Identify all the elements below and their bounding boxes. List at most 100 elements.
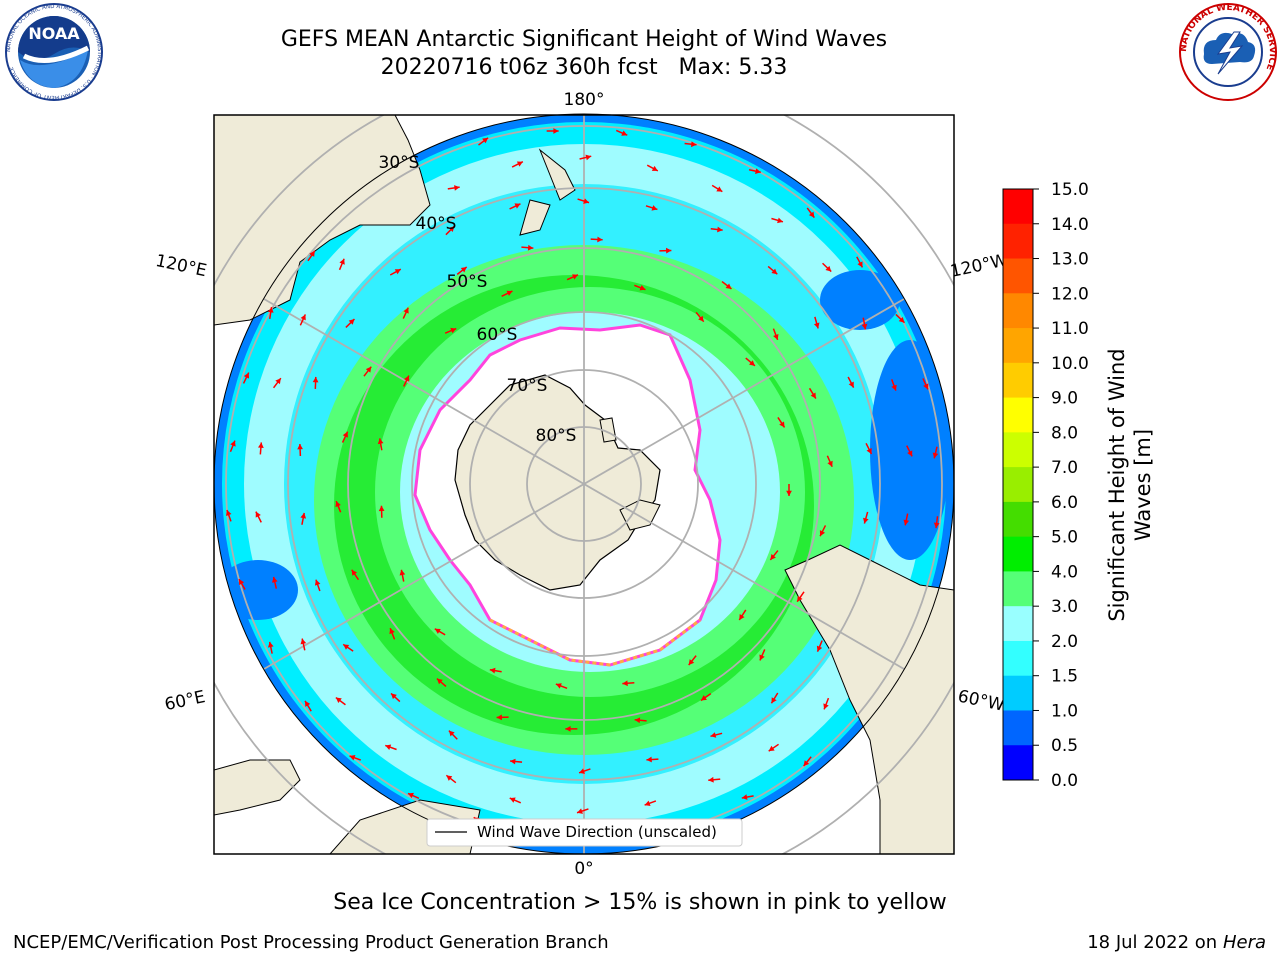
- legend-label: Wind Wave Direction (unscaled): [477, 823, 717, 841]
- noaa-logo-icon: NOAA NATIONAL OCEANIC AND ATMOSPHERIC AD…: [5, 3, 103, 101]
- wind-wave-arrow: [922, 378, 929, 390]
- wind-wave-arrow: [238, 578, 246, 590]
- colorbar-segment: [1003, 536, 1033, 572]
- wind-wave-arrow: [634, 284, 646, 291]
- colorbar-tick-label: 5.0: [1051, 528, 1078, 548]
- ice-edge-yellow: [489, 618, 701, 667]
- wind-wave-arrow: [436, 678, 447, 687]
- colorbar-segment: [1003, 293, 1033, 329]
- wind-wave-arrow: [389, 627, 396, 640]
- wind-wave-arrow: [307, 250, 316, 262]
- lat-label-80s: 80°S: [536, 426, 577, 446]
- wind-wave-arrow: [445, 225, 455, 236]
- colorbar-segment: [1003, 223, 1033, 260]
- wind-wave-arrow: [578, 768, 591, 774]
- wind-wave-arrow: [304, 700, 312, 712]
- wind-wave-arrow: [813, 316, 820, 329]
- wind-wave-arrow: [711, 184, 723, 193]
- chart-title: GEFS MEAN Antarctic Significant Height o…: [280, 27, 888, 52]
- lon-label-120w: 120°W: [949, 250, 1010, 282]
- wind-wave-arrow: [808, 387, 817, 399]
- wind-wave-arrow: [389, 268, 402, 276]
- colorbar-tick-label: 12.0: [1051, 284, 1089, 304]
- wind-wave-arrow: [378, 505, 385, 518]
- wind-wave-arrow: [444, 327, 457, 334]
- colorbar-tick-label: 1.0: [1051, 701, 1078, 721]
- wind-wave-arrow: [823, 697, 830, 710]
- colorbar-tick-label: 2.0: [1051, 632, 1078, 652]
- wind-wave-arrow: [771, 217, 784, 224]
- wind-wave-arrow: [489, 667, 502, 674]
- lat-label-70s: 70°S: [507, 376, 548, 396]
- wind-wave-arrow: [255, 511, 262, 523]
- wind-wave-arrow: [312, 376, 319, 389]
- wind-wave-arrow: [684, 141, 697, 148]
- colorbar-tick-label: 13.0: [1051, 250, 1089, 270]
- wind-wave-arrow: [863, 511, 869, 524]
- wind-wave-arrow: [229, 440, 236, 453]
- wind-wave-arrow: [271, 576, 278, 589]
- wind-wave-arrow: [399, 569, 406, 582]
- footer-branch: NCEP/EMC/Verification Post Processing Pr…: [13, 932, 609, 953]
- colorbar-segment: [1003, 467, 1033, 503]
- wind-wave-arrow: [390, 692, 401, 703]
- wind-wave-arrow: [579, 154, 592, 161]
- wind-wave-arrow: [565, 726, 578, 732]
- wind-wave-arrow: [646, 164, 659, 172]
- wind-wave-arrow: [688, 655, 697, 666]
- wind-wave-arrow: [576, 808, 589, 814]
- wind-wave-arrow: [226, 509, 232, 522]
- wind-wave-arrow: [816, 640, 823, 652]
- wind-wave-arrow: [335, 696, 346, 706]
- colorbar-segment: [1003, 189, 1033, 225]
- colorbar-segment: [1003, 258, 1033, 294]
- wind-wave-arrow: [645, 205, 658, 211]
- nws-logo-icon: NATIONAL WEATHER SERVICE: [1179, 3, 1277, 101]
- sea-ice-note: Sea Ice Concentration > 15% is shown in …: [333, 890, 947, 915]
- lat-label-50s: 50°S: [447, 272, 488, 292]
- wind-wave-arrow: [738, 609, 747, 621]
- wind-wave-arrow: [768, 743, 780, 752]
- wind-wave-arrow: [300, 512, 307, 525]
- colorbar-segment: [1003, 571, 1033, 607]
- wind-wave-arrow: [770, 692, 779, 704]
- wind-wave-arrow: [634, 717, 647, 724]
- wind-wave-arrow: [445, 774, 457, 784]
- lat-label-40s: 40°S: [416, 214, 457, 234]
- wind-wave-arrow: [822, 262, 832, 273]
- colorbar-tick-label: 8.0: [1051, 423, 1078, 443]
- wind-wave-arrow: [509, 203, 521, 210]
- colorbar-segment: [1003, 362, 1033, 399]
- wind-wave-arrow: [496, 714, 509, 721]
- wind-wave-arrow: [509, 797, 522, 804]
- wind-wave-arrow: [615, 129, 628, 136]
- colorbar-tick-label: 0.0: [1051, 771, 1078, 791]
- wind-wave-arrow: [890, 379, 897, 391]
- wind-wave-arrow: [335, 500, 342, 513]
- noaa-logo-text: NOAA: [28, 24, 80, 43]
- footer-date-text: 18 Jul 2022 on: [1087, 932, 1218, 953]
- colorbar-segment: [1003, 640, 1033, 677]
- wind-wave-arrow: [351, 569, 360, 581]
- wind-wave-arrow: [826, 455, 833, 468]
- wind-wave-arrow: [819, 525, 827, 537]
- wind-wave-arrow: [767, 265, 778, 275]
- wind-wave-arrow: [297, 443, 303, 457]
- footer-date: 18 Jul 2022 on Hera: [1087, 932, 1266, 953]
- wind-wave-arrow: [402, 307, 409, 319]
- wind-wave-arrow: [806, 207, 815, 219]
- wind-wave-arrow: [769, 550, 779, 561]
- wind-wave-arrow: [407, 792, 420, 799]
- map-frame: [213, 114, 955, 855]
- wind-wave-arrow: [777, 417, 786, 428]
- wind-wave-arrow: [865, 442, 873, 455]
- lon-label-60w: 60°W: [956, 686, 1006, 715]
- wind-wave-arrow: [501, 290, 513, 297]
- lon-label-180: 180°: [564, 90, 605, 110]
- wind-wave-arrow: [796, 591, 805, 603]
- wind-wave-arrow: [803, 756, 812, 767]
- colorbar-segment: [1003, 432, 1033, 468]
- lat-label-60s: 60°S: [477, 325, 518, 345]
- wind-wave-arrow: [622, 680, 635, 687]
